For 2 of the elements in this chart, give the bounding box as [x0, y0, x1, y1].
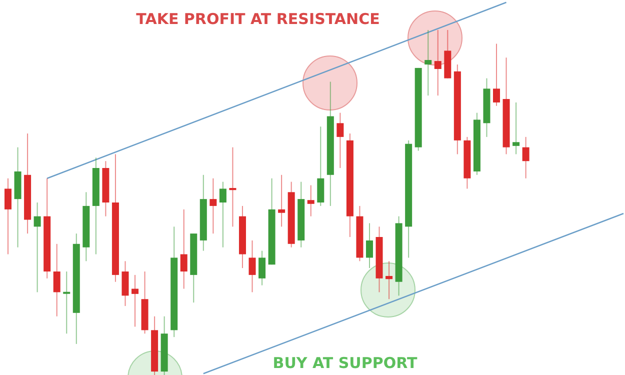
annotation: BUY AT SUPPORT — [272, 354, 418, 372]
text: TAKE PROFIT AT RESISTANCE — [136, 10, 380, 28]
